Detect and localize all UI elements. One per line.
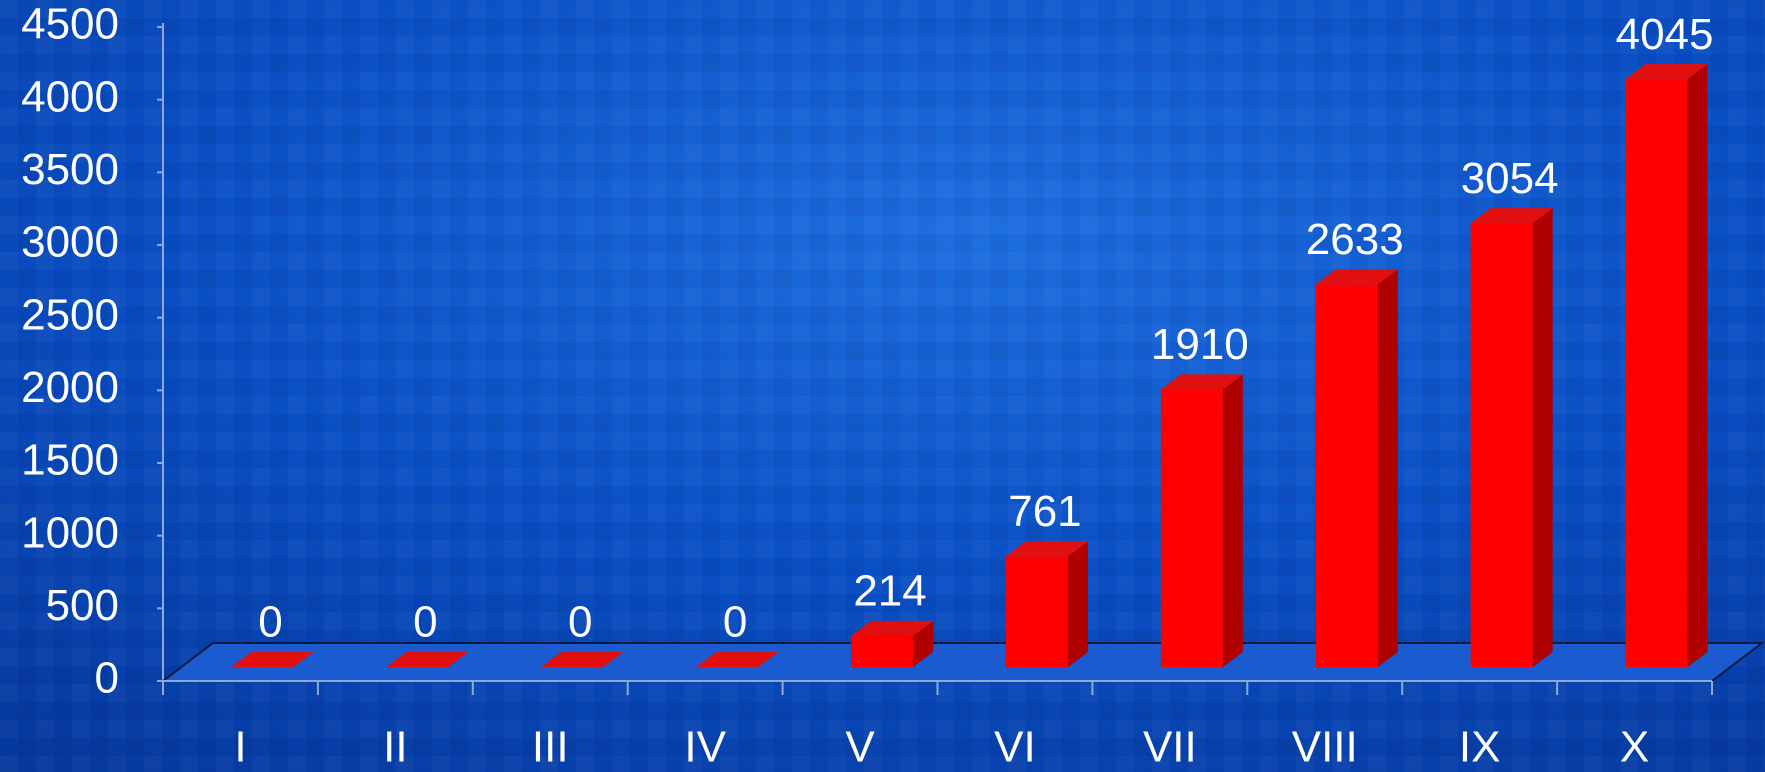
- bar: [696, 652, 779, 667]
- bar-top: [1160, 374, 1243, 390]
- bar-side: [1532, 208, 1553, 668]
- bar-side: [1067, 541, 1088, 667]
- bar: [541, 652, 624, 667]
- x-tick-label: VIII: [1292, 723, 1358, 772]
- value-label: 2633: [1306, 215, 1404, 264]
- x-tick-label: VI: [994, 723, 1036, 772]
- y-tick-label: 3500: [21, 145, 119, 194]
- bar-top: [386, 652, 469, 667]
- value-label: 0: [413, 598, 437, 647]
- bar: [386, 652, 469, 667]
- bar-front: [851, 635, 914, 667]
- bar: [231, 652, 314, 667]
- y-tick-label: 1000: [21, 508, 119, 557]
- value-label: 4045: [1616, 10, 1714, 59]
- y-tick-label: 2000: [21, 363, 119, 412]
- x-tick-label: V: [845, 723, 875, 772]
- x-tick-label: VII: [1143, 723, 1197, 772]
- bar-top: [231, 652, 314, 667]
- bar-top: [696, 652, 779, 667]
- bar-front: [1160, 389, 1223, 667]
- bar-front: [1470, 223, 1533, 668]
- bar-front: [1625, 79, 1688, 668]
- value-label: 214: [853, 567, 926, 616]
- y-tick-label: 4500: [21, 0, 119, 49]
- x-tick-label: II: [383, 723, 407, 772]
- bar-front: [1005, 556, 1068, 667]
- value-label: 0: [258, 598, 282, 647]
- value-label: 761: [1008, 487, 1081, 536]
- bar-side: [1377, 269, 1398, 667]
- x-tick-label: IV: [684, 723, 726, 772]
- bar: [1005, 541, 1088, 667]
- value-label: 0: [568, 598, 592, 647]
- bar-top: [1625, 64, 1708, 80]
- bar: [1160, 374, 1243, 667]
- value-label: 0: [723, 598, 747, 647]
- y-tick-label: 3000: [21, 218, 119, 267]
- value-label: 3054: [1461, 154, 1559, 203]
- y-tick-label: 2500: [21, 290, 119, 339]
- bar-top: [1005, 541, 1088, 557]
- y-tick-label: 4000: [21, 72, 119, 121]
- y-tick-label: 500: [46, 581, 119, 630]
- bar-top: [851, 620, 934, 636]
- x-tick-label: III: [532, 723, 569, 772]
- y-tick-label: 1500: [21, 436, 119, 485]
- value-label: 1910: [1151, 320, 1249, 369]
- bar-side: [1222, 374, 1243, 667]
- bar-top: [1470, 208, 1553, 224]
- bar-side: [1687, 64, 1708, 668]
- x-tick-label: IX: [1459, 723, 1501, 772]
- bar: [1625, 64, 1708, 668]
- bar-front: [1315, 284, 1378, 667]
- y-tick-label: 0: [95, 654, 119, 703]
- bar-side: [913, 620, 934, 667]
- x-tick-label: X: [1620, 723, 1649, 772]
- bar-top: [541, 652, 624, 667]
- bar: [1315, 269, 1398, 667]
- bar: [851, 620, 934, 667]
- bar: [1470, 208, 1553, 668]
- bar-top: [1315, 269, 1398, 285]
- x-tick-label: I: [234, 723, 246, 772]
